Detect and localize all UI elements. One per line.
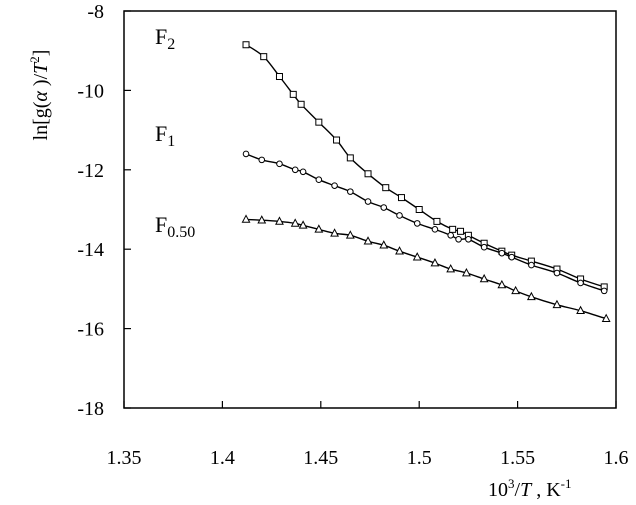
data-point bbox=[447, 232, 454, 239]
series-label-f1: F1 bbox=[155, 121, 175, 150]
data-point bbox=[289, 90, 297, 98]
series-layer bbox=[241, 41, 611, 322]
data-point bbox=[431, 226, 439, 233]
series-label-f2: F2 bbox=[155, 24, 175, 53]
data-point bbox=[498, 249, 506, 257]
data-point bbox=[299, 168, 307, 176]
data-point bbox=[242, 150, 250, 158]
data-point bbox=[275, 73, 283, 81]
series-1 bbox=[242, 150, 608, 295]
data-point bbox=[330, 228, 340, 237]
data-point bbox=[298, 220, 308, 229]
data-point bbox=[379, 240, 389, 249]
data-point bbox=[291, 166, 299, 174]
data-point bbox=[480, 243, 488, 251]
data-point bbox=[258, 156, 266, 164]
series-label-f2-main: F bbox=[155, 24, 167, 49]
y-axis-label: ln[g(α )/T2] bbox=[27, 50, 52, 141]
data-point bbox=[412, 252, 422, 261]
data-point bbox=[382, 184, 390, 192]
series-line bbox=[245, 218, 607, 320]
series-label-f1-main: F bbox=[155, 121, 167, 146]
data-point bbox=[242, 41, 250, 49]
data-point bbox=[395, 246, 404, 255]
data-point bbox=[315, 176, 323, 184]
y-tick-label: -8 bbox=[87, 1, 104, 23]
x-tick-label: 1.45 bbox=[303, 447, 338, 469]
series-label-f050: F0.50 bbox=[155, 212, 195, 241]
series-2 bbox=[241, 214, 611, 322]
data-point bbox=[455, 235, 462, 243]
data-point bbox=[315, 118, 323, 126]
data-point bbox=[331, 182, 338, 189]
y-tick-label: -14 bbox=[77, 239, 104, 261]
x-tick-label: 1.55 bbox=[500, 447, 535, 469]
plot-frame bbox=[123, 10, 617, 409]
data-point bbox=[508, 253, 515, 261]
data-point bbox=[413, 220, 421, 227]
data-point bbox=[380, 204, 388, 211]
data-point bbox=[462, 267, 471, 277]
x-tick-label: 1.4 bbox=[210, 447, 235, 469]
series-label-f050-sub: 0.50 bbox=[167, 224, 195, 241]
data-point bbox=[601, 313, 611, 322]
data-point bbox=[528, 261, 535, 269]
series-line bbox=[245, 44, 605, 288]
x-axis-label: 103/T , K-1 bbox=[488, 476, 571, 501]
data-point bbox=[297, 100, 305, 108]
data-point bbox=[347, 188, 354, 195]
y-tick-label: -12 bbox=[77, 160, 104, 182]
series-label-f2-sub: 2 bbox=[167, 36, 175, 53]
series-label-f1-sub: 1 bbox=[167, 133, 175, 150]
data-point bbox=[363, 236, 373, 245]
data-point bbox=[314, 224, 324, 233]
x-tick-label: 1.35 bbox=[107, 447, 142, 469]
y-tick-label: -10 bbox=[77, 80, 104, 102]
data-point bbox=[364, 170, 372, 178]
y-tick-label: -16 bbox=[77, 319, 104, 341]
data-point bbox=[260, 53, 268, 61]
data-point bbox=[275, 216, 284, 225]
x-axis-ticks: 1.35 1.4 1.45 1.5 1.55 1.6 bbox=[107, 401, 629, 469]
data-point bbox=[449, 225, 457, 233]
data-point bbox=[511, 285, 521, 295]
data-point bbox=[465, 235, 472, 243]
data-point bbox=[600, 287, 608, 295]
data-point bbox=[241, 214, 251, 223]
y-axis-ticks: -8 -10 -12 -14 -16 -18 bbox=[77, 1, 131, 420]
data-point bbox=[577, 279, 584, 287]
series-line bbox=[245, 153, 605, 292]
data-point bbox=[333, 136, 341, 144]
data-point bbox=[290, 218, 300, 227]
data-point bbox=[430, 258, 440, 267]
data-point bbox=[415, 206, 423, 213]
data-point bbox=[526, 291, 536, 301]
data-point bbox=[552, 299, 562, 309]
data-point bbox=[576, 305, 586, 315]
data-point bbox=[276, 160, 283, 168]
x-tick-label: 1.5 bbox=[407, 447, 432, 469]
data-point bbox=[457, 227, 465, 235]
data-point bbox=[433, 217, 441, 225]
y-tick-label: -18 bbox=[77, 398, 104, 420]
data-point bbox=[446, 263, 456, 273]
series-label-f050-main: F bbox=[155, 212, 167, 237]
data-point bbox=[497, 279, 507, 289]
x-tick-label: 1.6 bbox=[604, 447, 629, 469]
data-point bbox=[479, 273, 489, 283]
data-point bbox=[553, 269, 561, 277]
data-point bbox=[346, 154, 354, 162]
data-point bbox=[257, 215, 267, 224]
series-0 bbox=[242, 41, 608, 291]
data-point bbox=[345, 230, 355, 239]
data-point bbox=[397, 194, 405, 202]
data-point bbox=[364, 198, 372, 205]
data-point bbox=[396, 212, 403, 219]
